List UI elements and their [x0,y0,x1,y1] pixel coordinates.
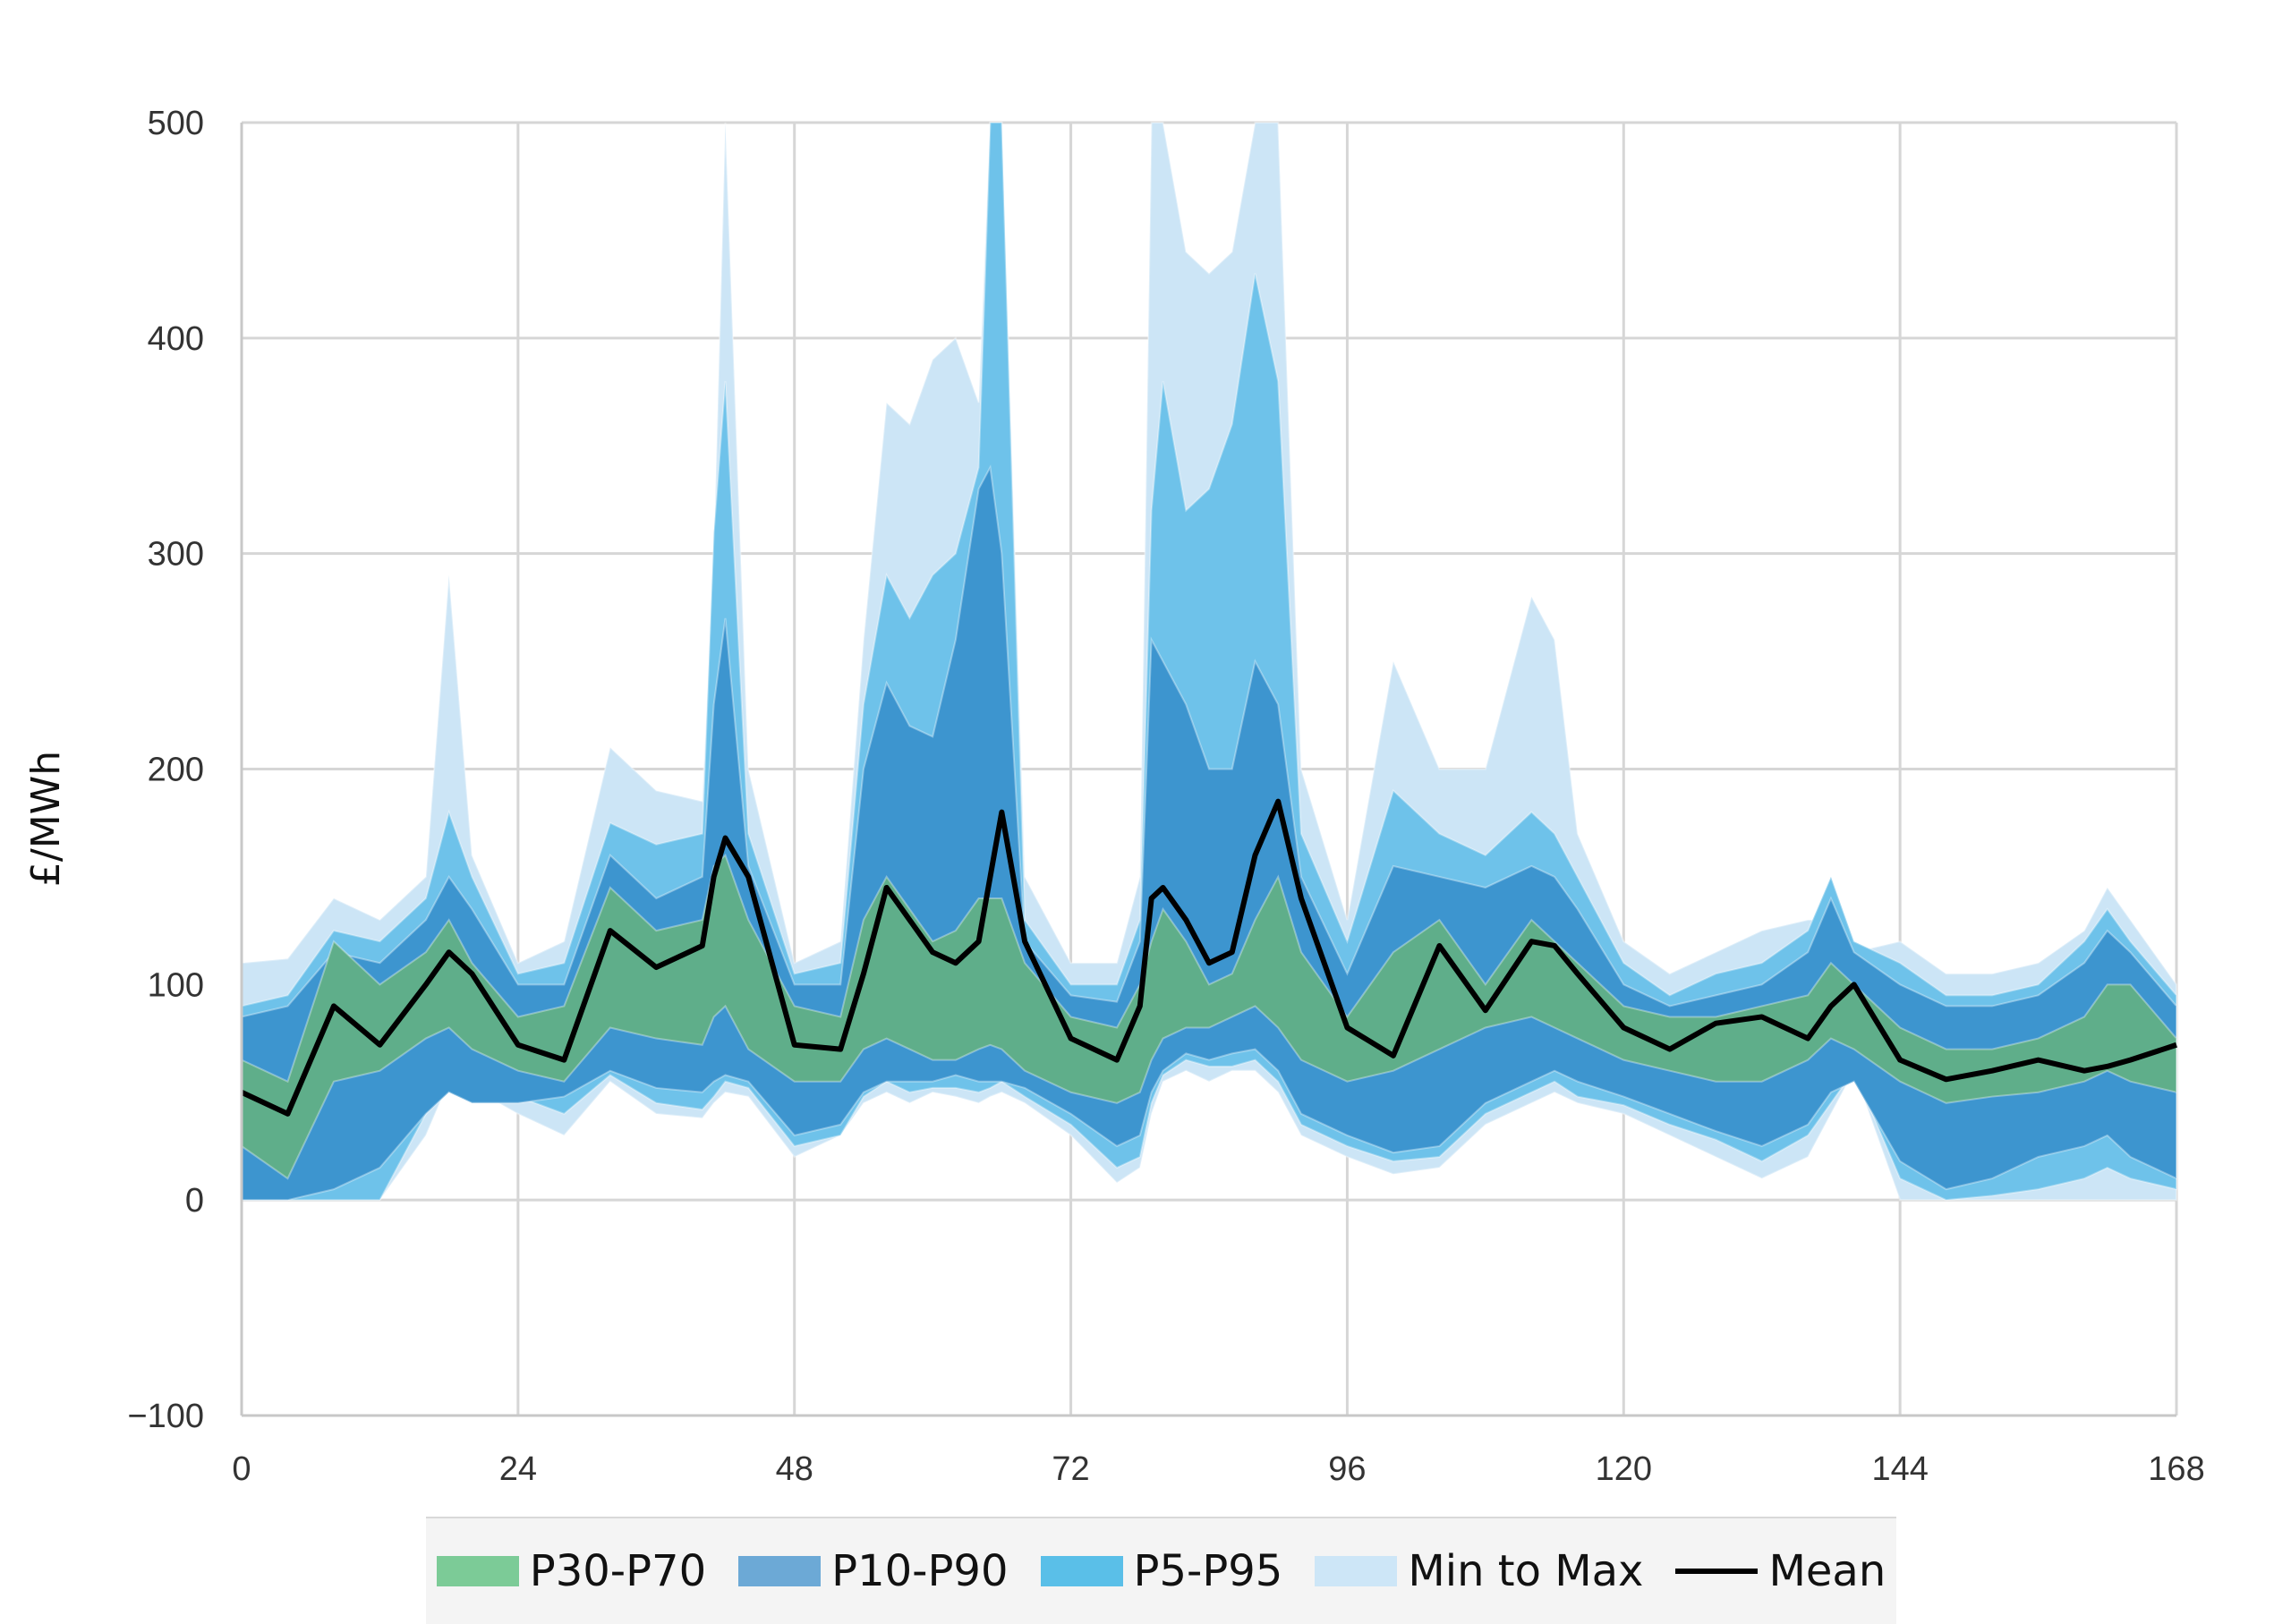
plot-area-background [76,36,2175,1499]
x-tick-label: 48 [776,1450,813,1488]
legend-item-mean: Mean [1675,1546,1886,1596]
legend-label-p5-p95: P5-P95 [1133,1546,1283,1596]
y-tick-label: 100 [148,966,204,1004]
legend-label-p30-p70: P30-P70 [529,1546,707,1596]
legend-label-p10-p90: P10-P90 [831,1546,1009,1596]
band-p10-p90 [241,464,2177,1202]
legend-swatch-p5-p95 [1040,1556,1123,1586]
y-axis-label: £/MWh [23,751,69,887]
legend-item-p30-p70: P30-P70 [436,1546,707,1596]
legend-label-min-to-max: Min to Max [1408,1546,1644,1596]
legend-label-mean: Mean [1768,1546,1886,1596]
mean-line-group [240,798,2177,1117]
y-tick-label: 0 [185,1182,204,1220]
axes [240,123,2176,1417]
band-p30-p70 [241,854,2177,1180]
bands [241,122,2177,1202]
legend-swatch-mean [1675,1569,1759,1574]
legend-item-p5-p95: P5-P95 [1040,1546,1283,1596]
x-tick-label: 120 [1596,1450,1652,1488]
legend-swatch-min-to-max [1315,1556,1398,1586]
legend-item-p10-p90: P10-P90 [738,1546,1009,1596]
legend-item-min-to-max: Min to Max [1315,1546,1643,1596]
x-tick-label: 72 [1052,1450,1089,1488]
legend-swatch-p10-p90 [738,1556,822,1586]
x-tick-labels: 0 24 48 72 96 120 144 168 [232,1450,2204,1488]
x-tick-label: 24 [499,1450,537,1488]
legend: P30-P70 P10-P90 P5-P95 Min to Max Mean [426,1517,1896,1624]
series-line-mean [240,798,2177,1117]
x-tick-label: 144 [1871,1450,1928,1488]
y-tick-label: 200 [148,752,204,789]
y-tick-label: 400 [148,320,204,358]
x-tick-label: 96 [1328,1450,1366,1488]
x-tick-label: 168 [2148,1450,2204,1488]
legend-swatch-p30-p70 [436,1556,519,1586]
x-tick-label: 0 [232,1450,251,1488]
y-tick-label: −100 [127,1398,204,1435]
y-tick-label: 300 [148,536,204,574]
y-tick-label: 500 [148,105,204,142]
y-tick-labels: −100 0 100 200 300 400 500 [127,105,204,1435]
